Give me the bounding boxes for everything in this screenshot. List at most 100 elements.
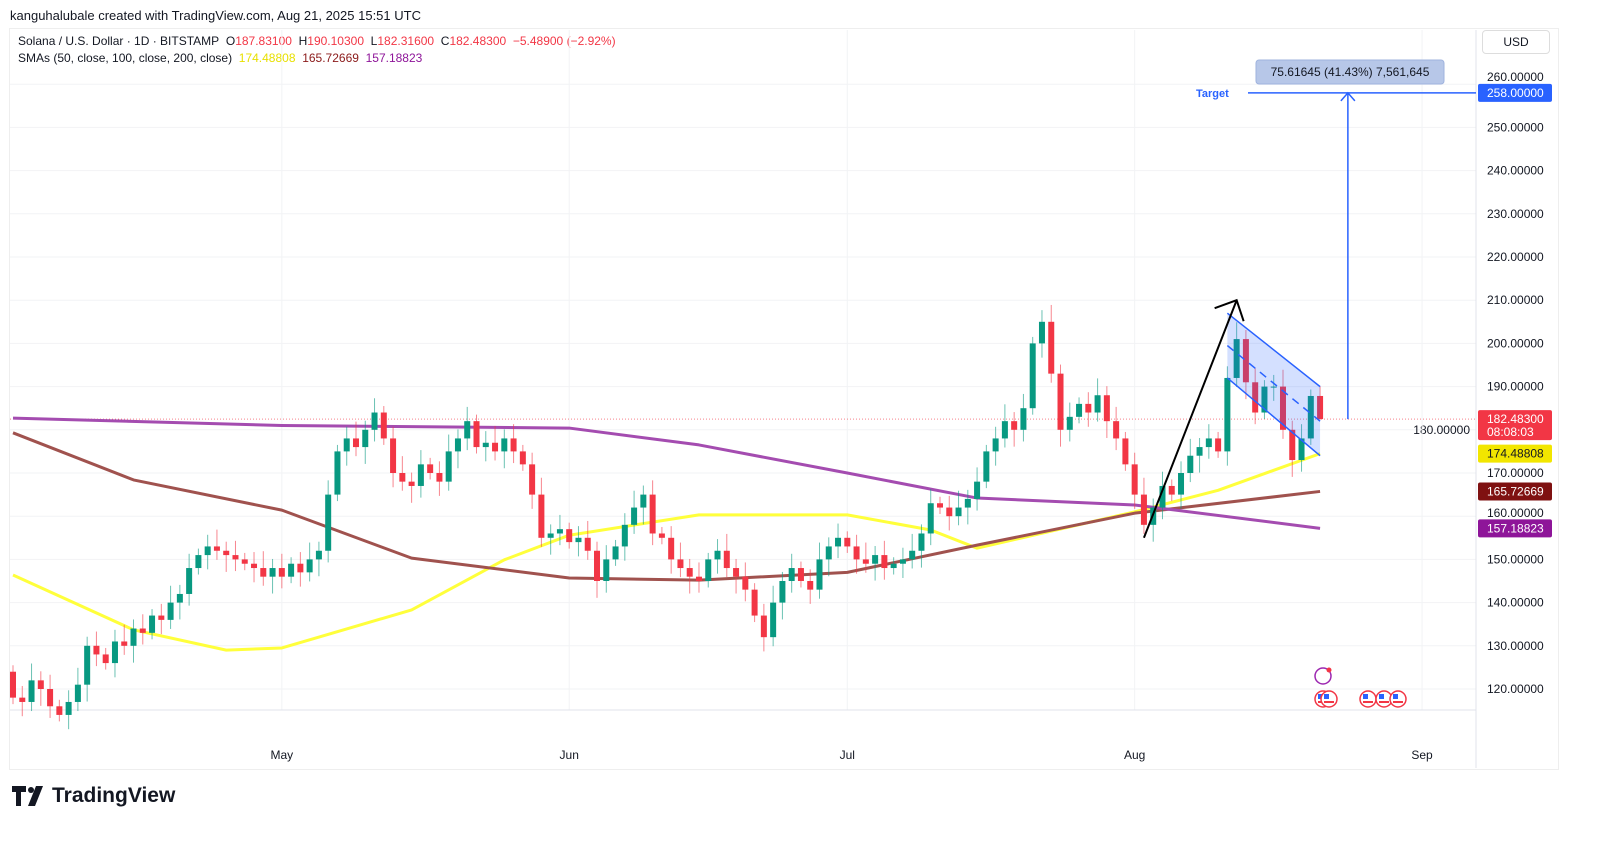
- candle: [705, 552, 712, 588]
- candle-body: [853, 546, 860, 560]
- candle: [130, 619, 137, 663]
- y-tick-label: 240.00000: [1487, 164, 1544, 178]
- candle-body: [603, 559, 610, 581]
- measure-label-box: [1255, 59, 1445, 85]
- candle: [556, 514, 563, 546]
- candle-body: [325, 494, 332, 551]
- candle: [176, 584, 183, 620]
- candle: [1215, 431, 1222, 458]
- currency-button[interactable]: USD: [1482, 30, 1550, 54]
- candle: [204, 534, 211, 570]
- symbol-title[interactable]: Solana / U.S. Dollar · 1D · BITSTAMP: [18, 34, 220, 48]
- y-tick-label: 250.00000: [1487, 120, 1544, 134]
- candle: [695, 562, 702, 593]
- credit-text: kanguhalubale created with TradingView.c…: [10, 8, 421, 23]
- candle: [464, 406, 471, 451]
- candle-body: [974, 481, 981, 499]
- candle-body: [714, 550, 721, 560]
- candle: [510, 424, 517, 464]
- candle: [612, 539, 619, 566]
- candle: [1270, 374, 1277, 401]
- candle-body: [556, 529, 563, 534]
- sma100-price-label: 165.72669: [1487, 484, 1544, 498]
- flag-lower-line: [1226, 377, 1321, 457]
- candle: [1122, 431, 1129, 471]
- candle-body: [807, 581, 814, 590]
- candle-body: [1298, 438, 1305, 461]
- candle-body: [538, 494, 545, 538]
- candle: [575, 526, 582, 557]
- candle-body: [334, 451, 341, 495]
- candle-body: [566, 529, 573, 543]
- candle: [473, 414, 480, 454]
- tradingview-logo[interactable]: TradingView: [12, 784, 175, 808]
- candle-body: [640, 494, 647, 508]
- open-label: O: [225, 34, 236, 48]
- candle-body: [1029, 343, 1036, 409]
- candle-body: [760, 615, 767, 638]
- candle: [427, 457, 434, 480]
- candle: [529, 452, 536, 509]
- target-price-label: 258.00000: [1487, 86, 1544, 100]
- sma200-price-label: 157.18823: [1487, 521, 1544, 535]
- candle: [149, 609, 156, 640]
- candle-body: [492, 442, 499, 452]
- candle-body: [881, 555, 888, 569]
- candle-body: [927, 503, 934, 534]
- y-tick-label: 140.00000: [1487, 596, 1544, 610]
- candle: [28, 663, 35, 712]
- candle: [288, 557, 295, 584]
- candle: [297, 552, 304, 587]
- candle-body: [519, 451, 526, 465]
- candle-body: [733, 568, 740, 577]
- candle: [352, 421, 359, 457]
- candle: [186, 553, 193, 606]
- candle: [677, 542, 684, 578]
- news-event-dot: [1326, 667, 1332, 673]
- candle: [779, 571, 786, 620]
- candle: [241, 552, 248, 571]
- candle: [158, 603, 165, 635]
- candle-body: [918, 533, 925, 551]
- candle-body: [260, 568, 267, 577]
- candle: [584, 520, 591, 560]
- candle-body: [390, 438, 397, 473]
- candle-body: [1317, 395, 1324, 420]
- candle-body: [631, 507, 638, 525]
- candle: [538, 477, 545, 547]
- candle-body: [501, 438, 508, 452]
- candle-body: [621, 524, 628, 547]
- candle: [668, 526, 675, 574]
- symbol-legend: Solana / U.S. Dollar · 1D · BITSTAMP O18…: [18, 34, 616, 48]
- target-price-label-box: [1478, 83, 1552, 102]
- sma200-price-label-box: [1478, 519, 1552, 538]
- candle-body: [955, 507, 962, 517]
- candle-body: [751, 589, 758, 616]
- candle: [519, 444, 526, 471]
- candle: [1178, 461, 1185, 509]
- candle-body: [47, 689, 54, 707]
- flag-mid-line: [1226, 344, 1321, 422]
- candle-body: [899, 559, 906, 564]
- candle-body: [1085, 403, 1092, 413]
- candle: [760, 603, 767, 652]
- candle: [1317, 386, 1324, 420]
- arrow-head-icon: [1214, 298, 1245, 322]
- candle: [306, 542, 313, 582]
- sma100-price-label-box: [1478, 482, 1552, 501]
- candle-body: [1242, 339, 1249, 383]
- candle: [232, 540, 239, 572]
- sma-label[interactable]: SMAs (50, close, 100, close, 200, close): [18, 51, 233, 65]
- candle-body: [946, 507, 953, 517]
- candle: [946, 495, 953, 531]
- candle: [482, 431, 489, 462]
- candle: [93, 631, 100, 667]
- candle: [918, 524, 925, 568]
- candle-body: [872, 555, 879, 564]
- y-tick-label: 170.00000: [1487, 466, 1544, 480]
- x-tick-label: May: [270, 748, 293, 762]
- candle-body: [797, 568, 804, 581]
- candle-body: [835, 537, 842, 547]
- candle: [955, 490, 962, 526]
